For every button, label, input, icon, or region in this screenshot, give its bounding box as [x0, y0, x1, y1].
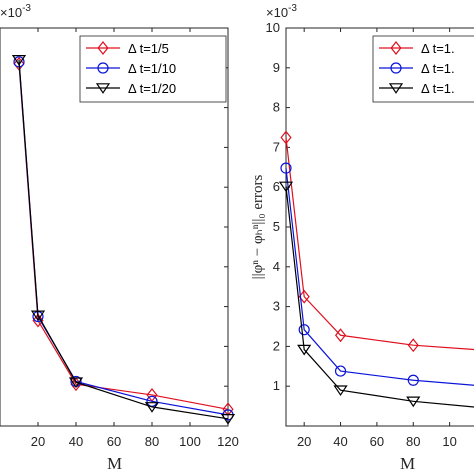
right-chart-panel: ×10-3 M ||φⁿ − φₕⁿ||₀ errors 20 40 60 80 10 1…	[250, 3, 474, 473]
right-legend: Δ t=1. Δ t=1. Δ t=1.	[372, 35, 474, 103]
right-x-tick-label: 40	[333, 434, 347, 449]
right-series-group	[278, 130, 474, 408]
left-x-tick-label: 20	[31, 434, 45, 449]
right-data-point-1	[298, 324, 310, 336]
left-series-line-1	[18, 61, 229, 416]
left-data-point-0	[32, 313, 44, 328]
right-data-point-2	[297, 344, 312, 356]
left-legend-marker-1	[97, 62, 109, 74]
left-tick-group: 20 40 60 80 100 120	[31, 27, 239, 449]
left-x-axis-label: M	[107, 454, 122, 473]
left-x-tick-label: 100	[179, 434, 201, 449]
right-y-tick-label: 1	[273, 378, 280, 393]
left-data-point-2	[68, 377, 84, 389]
right-legend-label-0: Δ t=1.	[421, 41, 455, 56]
right-data-point-0	[298, 289, 310, 304]
right-data-point-0	[334, 328, 347, 343]
right-data-point-2	[333, 385, 348, 397]
right-legend-marker-0	[390, 41, 402, 55]
left-data-point-2	[144, 402, 160, 413]
right-y-tick-label: 3	[273, 299, 280, 314]
left-legend-label-1: Δ t=1/10	[128, 61, 176, 76]
right-y-tick-label: 2	[273, 338, 280, 353]
left-data-point-2	[30, 310, 46, 322]
right-data-point-1	[407, 374, 419, 386]
right-data-point-0	[407, 338, 419, 353]
right-data-point-1	[334, 365, 347, 377]
right-y-tick-label: 6	[273, 179, 280, 194]
right-series-line-1	[285, 168, 474, 386]
left-legend-marker-2	[95, 83, 111, 94]
right-series-line-2	[285, 186, 474, 408]
left-legend: Δ t=1/5 Δ t=1/10 Δ t=1/20	[79, 35, 227, 103]
right-x-axis-label: M	[400, 454, 415, 473]
left-x-tick-label: 60	[107, 434, 121, 449]
right-y-axis-label: ||φⁿ − φₕⁿ||₀ errors	[250, 174, 266, 279]
right-legend-label-2: Δ t=1.	[421, 81, 455, 96]
left-legend-label-0: Δ t=1/5	[128, 41, 169, 56]
right-y-tick-label: 8	[273, 100, 280, 115]
right-y-tick-label: 4	[273, 259, 280, 274]
left-chart-panel: ×10-3 M 20 40 60 80 100 120 Δ t=1/5Δ t=1/10Δ …	[0, 3, 239, 473]
right-exponent-label: ×10-3	[266, 3, 297, 20]
right-x-tick-label: 20	[297, 434, 311, 449]
right-legend-box	[372, 35, 474, 103]
right-y-tick-label: 9	[273, 60, 280, 75]
left-series-line-0	[18, 63, 229, 410]
left-x-tick-label: 40	[69, 434, 83, 449]
left-x-tick-label: 80	[145, 434, 159, 449]
right-y-tick-label: 7	[273, 139, 280, 154]
right-legend-label-1: Δ t=1.	[421, 61, 455, 76]
right-data-point-2	[406, 396, 421, 408]
left-data-point-2	[220, 414, 236, 425]
right-x-tick-label: 60	[370, 434, 384, 449]
right-x-tick-label: 80	[406, 434, 420, 449]
right-y-tick-label: 5	[273, 219, 280, 234]
left-series-line-2	[18, 59, 229, 420]
left-legend-marker-0	[97, 41, 109, 55]
right-tick-group: 20 40 60 80 10 1 2 3 4 5 6 7 8 9 10	[266, 20, 457, 449]
right-data-point-0	[280, 130, 292, 145]
right-y-tick-label: 10	[266, 20, 280, 35]
left-exponent-label: ×10-3	[0, 3, 31, 20]
right-x-tick-label: 10	[442, 434, 456, 449]
right-data-point-2	[278, 181, 294, 193]
right-data-point-1	[280, 162, 292, 174]
right-series-line-0	[285, 137, 474, 351]
right-legend-marker-1	[390, 62, 402, 74]
left-series-group	[11, 55, 236, 425]
left-x-tick-label: 120	[217, 434, 239, 449]
left-data-point-0	[222, 402, 234, 417]
right-legend-marker-2	[388, 83, 404, 94]
left-data-point-2	[11, 55, 27, 66]
left-legend-label-2: Δ t=1/20	[128, 81, 176, 96]
